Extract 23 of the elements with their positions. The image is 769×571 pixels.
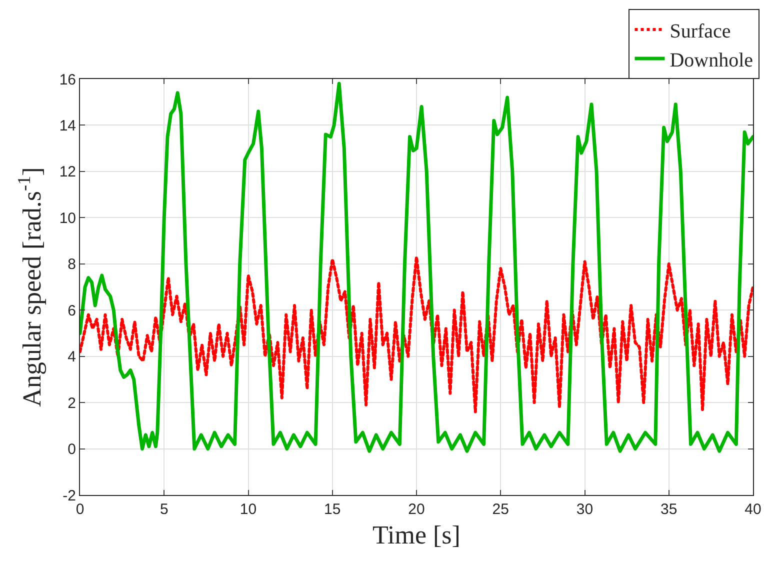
y-tick-label: 6 bbox=[68, 302, 76, 320]
x-tick-label: 15 bbox=[324, 501, 341, 518]
y-tick-label: 2 bbox=[68, 394, 76, 412]
x-tick-label: 35 bbox=[660, 501, 678, 518]
x-tick-label: 5 bbox=[160, 501, 168, 518]
x-tick-label: 30 bbox=[576, 501, 594, 518]
x-tick-label: 40 bbox=[744, 501, 762, 518]
legend-label: Downhole bbox=[670, 49, 754, 72]
x-axis-title: Time [s] bbox=[372, 520, 460, 550]
y-tick-label: -2 bbox=[62, 487, 76, 504]
x-tick-label: 10 bbox=[240, 501, 257, 518]
y-tick-label: 12 bbox=[59, 164, 76, 181]
y-tick-label: 8 bbox=[68, 256, 76, 274]
y-tick-label: 14 bbox=[59, 117, 76, 134]
x-tick-label: 25 bbox=[492, 501, 509, 518]
x-tick-label: 20 bbox=[408, 501, 425, 518]
y-tick-label: 10 bbox=[59, 210, 76, 227]
line-series bbox=[80, 255, 753, 414]
y-tick-label: 0 bbox=[68, 441, 76, 458]
line-series bbox=[80, 82, 753, 453]
y-tick-label: 4 bbox=[68, 348, 76, 366]
legend-label: Surface bbox=[670, 20, 731, 42]
y-tick-label: 16 bbox=[59, 71, 76, 88]
